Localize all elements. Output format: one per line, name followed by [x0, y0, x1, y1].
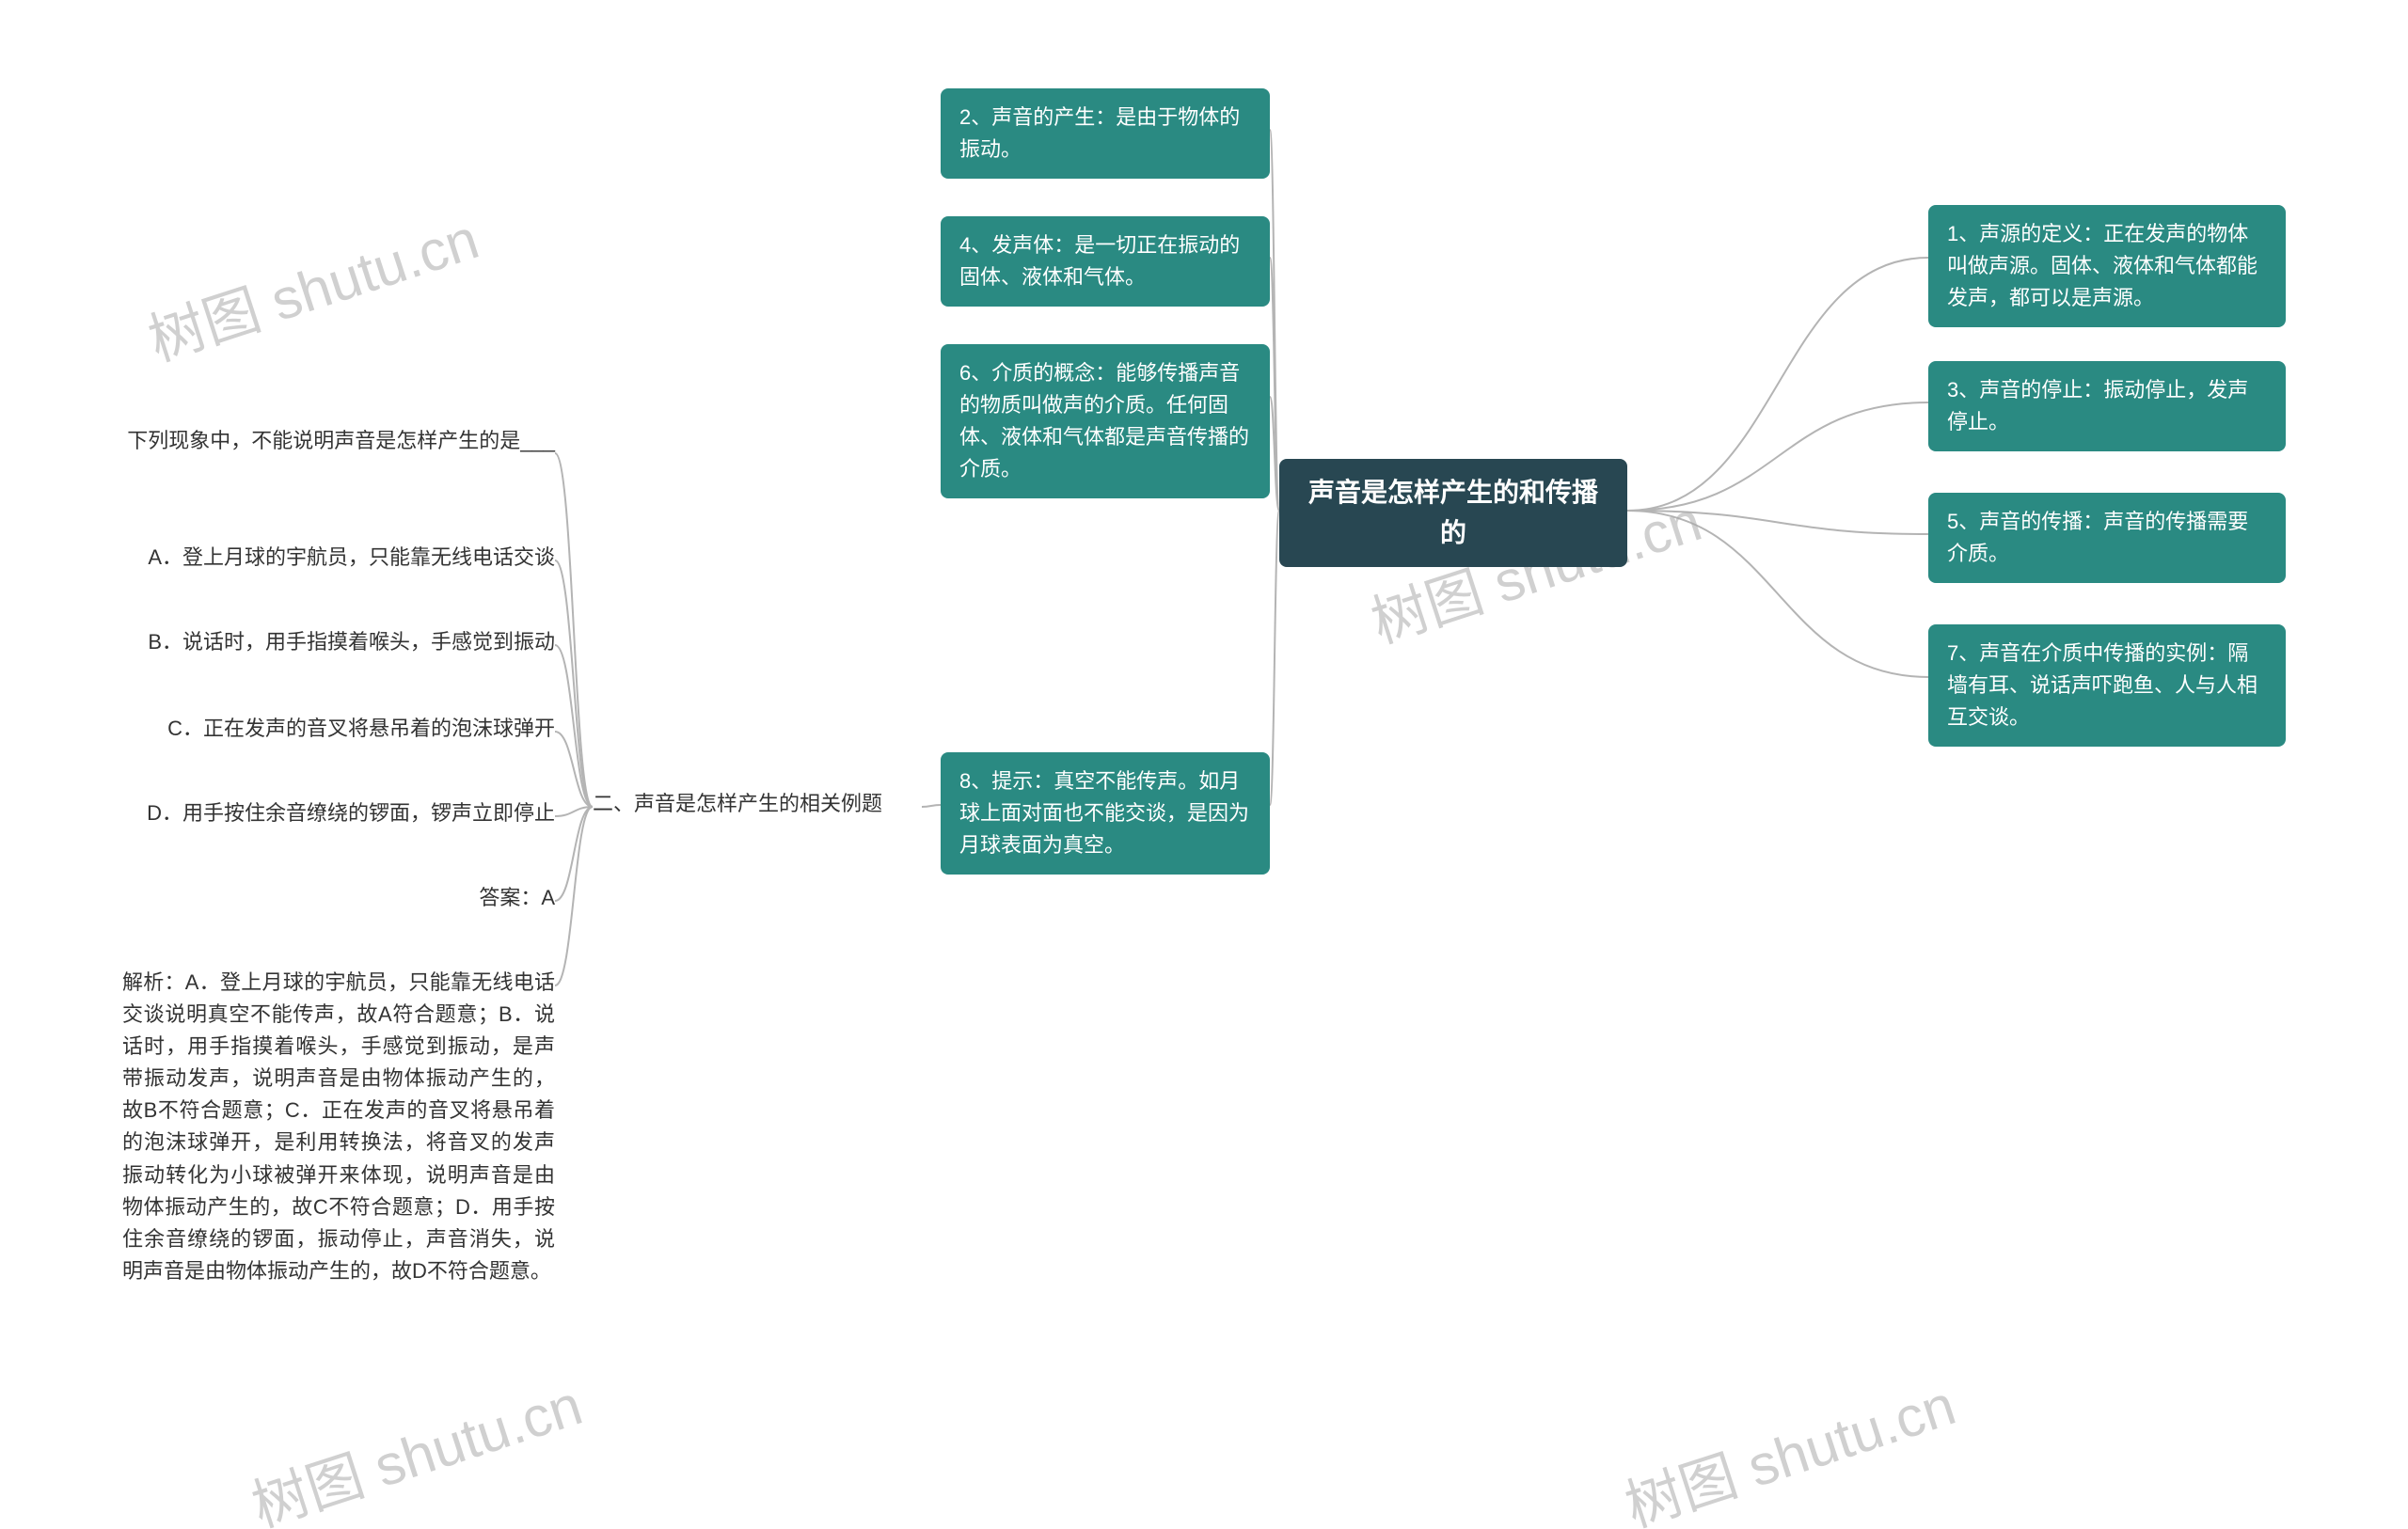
example-question: 下列现象中，不能说明声音是怎样产生的是___ [122, 425, 555, 481]
watermark: 树图 shutu.cn [1613, 1360, 1964, 1529]
example-option-d: D．用手按住余音缭绕的锣面，锣声立即停止 [122, 797, 555, 835]
example-answer: 答案：A [122, 882, 555, 920]
topic-1: 1、声源的定义：正在发声的物体叫做声源。固体、液体和气体都能发声，都可以是声源。 [1928, 205, 2286, 327]
example-option-c: C．正在发声的音叉将悬吊着的泡沫球弹开 [122, 713, 555, 750]
topic-4: 4、发声体：是一切正在振动的固体、液体和气体。 [941, 216, 1270, 307]
topic-8: 8、提示：真空不能传声。如月球上面对面也不能交谈，是因为月球表面为真空。 [941, 752, 1270, 875]
mindmap-canvas: 树图 shutu.cn 树图 shutu.cn 树图 shutu.cn 树图 s… [0, 0, 2408, 1529]
topic-6: 6、介质的概念：能够传播声音的物质叫做声的介质。任何固体、液体和气体都是声音传播… [941, 344, 1270, 498]
center-topic: 声音是怎样产生的和传播的 [1279, 459, 1627, 567]
watermark: 树图 shutu.cn [136, 194, 487, 377]
example-option-b: B．说话时，用手指摸着喉头，手感觉到振动 [122, 626, 555, 664]
topic-2: 2、声音的产生：是由于物体的振动。 [941, 88, 1270, 179]
topic-3: 3、声音的停止：振动停止，发声停止。 [1928, 361, 2286, 451]
topic-5: 5、声音的传播：声音的传播需要介质。 [1928, 493, 2286, 583]
example-option-a: A．登上月球的宇航员，只能靠无线电话交谈 [122, 542, 555, 579]
topic-7: 7、声音在介质中传播的实例：隔墙有耳、说话声吓跑鱼、人与人相互交谈。 [1928, 624, 2286, 747]
example-explain: 解析：A．登上月球的宇航员，只能靠无线电话交谈说明真空不能传声，故A符合题意；B… [122, 967, 555, 1305]
watermark: 树图 shutu.cn [240, 1360, 591, 1529]
example-section-title: 二、声音是怎样产生的相关例题 [593, 788, 922, 826]
